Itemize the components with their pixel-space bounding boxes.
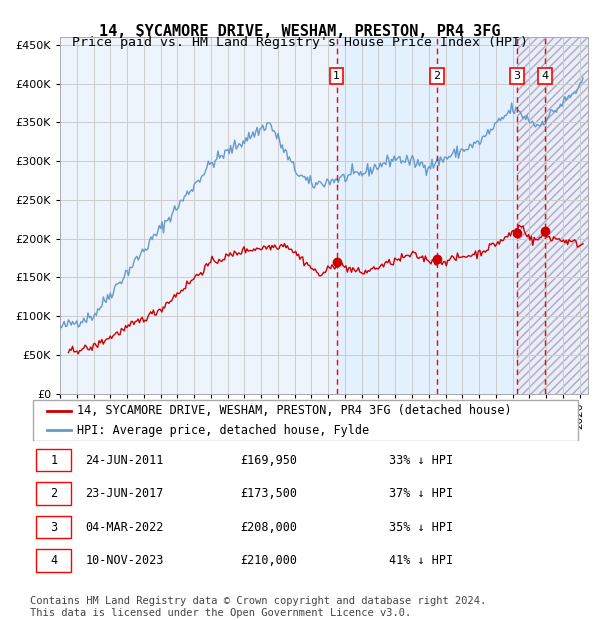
Bar xyxy=(517,37,588,394)
Text: 3: 3 xyxy=(50,521,57,534)
Text: 14, SYCAMORE DRIVE, WESHAM, PRESTON, PR4 3FG (detached house): 14, SYCAMORE DRIVE, WESHAM, PRESTON, PR4… xyxy=(77,404,512,417)
FancyBboxPatch shape xyxy=(35,449,71,471)
Text: 4: 4 xyxy=(541,71,548,81)
Text: 04-MAR-2022: 04-MAR-2022 xyxy=(85,521,164,534)
Bar xyxy=(337,37,517,394)
Text: £210,000: £210,000 xyxy=(240,554,297,567)
Text: 2: 2 xyxy=(50,487,57,500)
FancyBboxPatch shape xyxy=(35,516,71,538)
FancyBboxPatch shape xyxy=(33,400,578,441)
Text: 10-NOV-2023: 10-NOV-2023 xyxy=(85,554,164,567)
Text: HPI: Average price, detached house, Fylde: HPI: Average price, detached house, Fyld… xyxy=(77,423,369,436)
Text: 41% ↓ HPI: 41% ↓ HPI xyxy=(389,554,453,567)
Text: 24-JUN-2011: 24-JUN-2011 xyxy=(85,454,164,467)
Text: Contains HM Land Registry data © Crown copyright and database right 2024.: Contains HM Land Registry data © Crown c… xyxy=(30,596,486,606)
Text: 4: 4 xyxy=(50,554,57,567)
Text: £208,000: £208,000 xyxy=(240,521,297,534)
FancyBboxPatch shape xyxy=(35,549,71,572)
Text: 2: 2 xyxy=(434,71,441,81)
Text: This data is licensed under the Open Government Licence v3.0.: This data is licensed under the Open Gov… xyxy=(30,608,411,618)
Text: 37% ↓ HPI: 37% ↓ HPI xyxy=(389,487,453,500)
Text: £173,500: £173,500 xyxy=(240,487,297,500)
Text: 33% ↓ HPI: 33% ↓ HPI xyxy=(389,454,453,467)
Text: 23-JUN-2017: 23-JUN-2017 xyxy=(85,487,164,500)
Text: 35% ↓ HPI: 35% ↓ HPI xyxy=(389,521,453,534)
FancyBboxPatch shape xyxy=(35,482,71,505)
Text: 1: 1 xyxy=(50,454,57,467)
Bar xyxy=(517,37,588,394)
Text: 3: 3 xyxy=(513,71,520,81)
Text: 1: 1 xyxy=(333,71,340,81)
Text: Price paid vs. HM Land Registry's House Price Index (HPI): Price paid vs. HM Land Registry's House … xyxy=(72,36,528,49)
Text: 14, SYCAMORE DRIVE, WESHAM, PRESTON, PR4 3FG: 14, SYCAMORE DRIVE, WESHAM, PRESTON, PR4… xyxy=(99,24,501,38)
Text: £169,950: £169,950 xyxy=(240,454,297,467)
